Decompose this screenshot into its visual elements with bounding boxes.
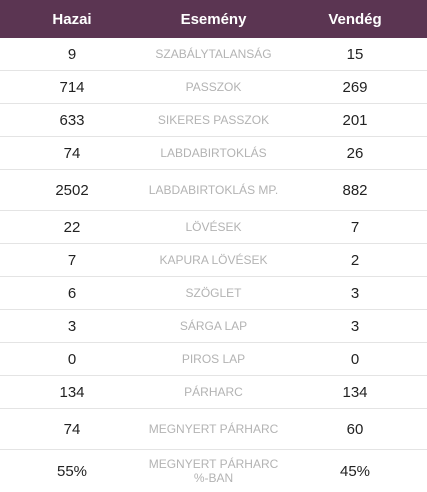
away-value: 3: [350, 317, 360, 335]
home-value: 9: [67, 45, 77, 63]
away-value: 60: [346, 420, 364, 438]
table-row: 2502 LABDABIRTOKLÁS MP. 882: [0, 170, 427, 211]
event-label: KAPURA LÖVÉSEK: [159, 253, 268, 267]
away-value: 45%: [339, 462, 371, 480]
home-value: 0: [67, 350, 77, 368]
home-value: 6: [67, 284, 77, 302]
event-label: PÁRHARC: [184, 385, 243, 399]
home-value: 2502: [55, 181, 89, 199]
home-value: 7: [67, 251, 77, 269]
away-value: 15: [346, 45, 364, 63]
table-row: 134 PÁRHARC 134: [0, 376, 427, 409]
away-value: 269: [342, 78, 368, 96]
event-label: MEGNYERT PÁRHARC: [148, 422, 279, 436]
table-row: 714 PASSZOK 269: [0, 71, 427, 104]
table-row: 74 MEGNYERT PÁRHARC 60: [0, 409, 427, 450]
event-label: LÖVÉSEK: [185, 220, 242, 234]
home-value: 74: [63, 144, 81, 162]
away-value: 7: [350, 218, 360, 236]
event-label: LABDABIRTOKLÁS: [160, 146, 267, 160]
table-row: 3 SÁRGA LAP 3: [0, 310, 427, 343]
header-event: Esemény: [180, 10, 247, 28]
home-value: 134: [59, 383, 85, 401]
table-row: 0 PIROS LAP 0: [0, 343, 427, 376]
away-value: 134: [342, 383, 368, 401]
table-header: Hazai Esemény Vendég: [0, 0, 427, 38]
away-value: 3: [350, 284, 360, 302]
away-value: 0: [350, 350, 360, 368]
home-value: 3: [67, 317, 77, 335]
table-row: 74 LABDABIRTOKLÁS 26: [0, 137, 427, 170]
event-label: SZÖGLET: [185, 286, 242, 300]
event-label: LABDABIRTOKLÁS MP.: [148, 183, 279, 197]
event-label: SIKERES PASSZOK: [157, 113, 270, 127]
table-row: 7 KAPURA LÖVÉSEK 2: [0, 244, 427, 277]
table-row: 633 SIKERES PASSZOK 201: [0, 104, 427, 137]
home-value: 74: [63, 420, 81, 438]
header-home: Hazai: [52, 10, 92, 28]
header-away: Vendég: [328, 10, 382, 28]
away-value: 2: [350, 251, 360, 269]
table-row: 22 LÖVÉSEK 7: [0, 211, 427, 244]
away-value: 882: [342, 181, 368, 199]
event-label: PASSZOK: [185, 80, 242, 94]
home-value: 633: [59, 111, 85, 129]
away-value: 26: [346, 144, 364, 162]
table-row: 6 SZÖGLET 3: [0, 277, 427, 310]
home-value: 22: [63, 218, 81, 236]
event-label: SÁRGA LAP: [179, 319, 248, 333]
home-value: 714: [59, 78, 85, 96]
event-label: MEGNYERT PÁRHARC %-BAN: [148, 457, 279, 485]
event-label: SZABÁLYTALANSÁG: [155, 47, 272, 61]
table-row: 55% MEGNYERT PÁRHARC %-BAN 45%: [0, 450, 427, 492]
table-row: 9 SZABÁLYTALANSÁG 15: [0, 38, 427, 71]
home-value: 55%: [56, 462, 88, 480]
away-value: 201: [342, 111, 368, 129]
event-label: PIROS LAP: [181, 352, 246, 366]
